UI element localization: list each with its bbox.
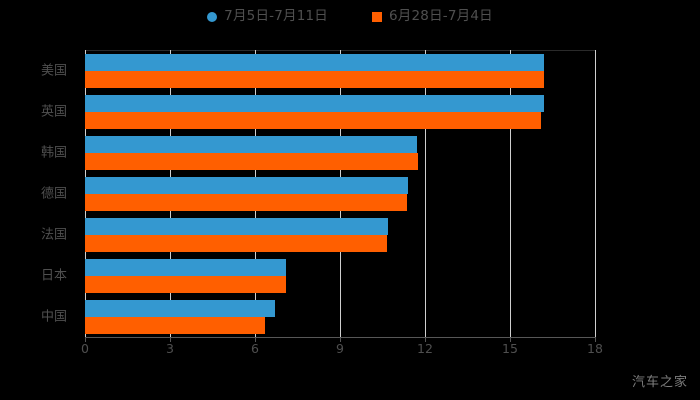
x-tick-mark	[340, 337, 341, 342]
chart-legend: 7月5日-7月11日 6月28日-7月4日	[0, 6, 700, 28]
y-axis-label: 英国	[40, 104, 67, 119]
y-axis-label: 中国	[40, 309, 67, 324]
bar[interactable]	[85, 176, 408, 194]
bar[interactable]	[85, 275, 287, 293]
x-tick-mark	[170, 337, 171, 342]
bar[interactable]	[85, 217, 389, 235]
bar[interactable]	[85, 316, 265, 334]
bar[interactable]	[85, 152, 418, 170]
legend-item-series-a[interactable]: 7月5日-7月11日	[207, 10, 328, 24]
legend-swatch-circle-icon	[207, 12, 218, 22]
x-tick-label: 6	[251, 341, 259, 356]
x-tick-label: 9	[336, 341, 344, 356]
bar[interactable]	[85, 70, 544, 88]
bar[interactable]	[85, 193, 407, 211]
x-tick-mark	[425, 337, 426, 342]
bar[interactable]	[85, 94, 544, 112]
x-tick-mark	[595, 337, 596, 342]
watermark: 汽车之家	[631, 375, 688, 390]
x-tick-label: 0	[81, 341, 89, 356]
y-axis-label: 日本	[40, 268, 67, 283]
y-axis-labels: 美国英国韩国德国法国日本中国	[0, 50, 78, 337]
bar[interactable]	[85, 111, 542, 129]
x-tick-mark	[255, 337, 256, 342]
x-tick-label: 12	[417, 341, 433, 356]
x-axis-ticks: 0 3 6 9 12 15 18	[81, 337, 603, 359]
legend-item-series-b[interactable]: 6月28日-7月4日	[372, 10, 493, 24]
x-tick-label: 15	[502, 341, 518, 356]
bar[interactable]	[85, 299, 275, 317]
bar[interactable]	[85, 258, 287, 276]
y-axis-label: 法国	[40, 227, 67, 242]
y-axis-label: 德国	[40, 186, 67, 201]
legend-swatch-square-icon	[372, 12, 382, 22]
x-tick-label: 18	[587, 341, 603, 356]
y-axis-label: 美国	[40, 63, 67, 78]
bar[interactable]	[85, 135, 417, 153]
bar[interactable]	[85, 234, 387, 252]
plot-area	[85, 50, 596, 337]
x-tick-mark	[85, 337, 86, 342]
gridline	[595, 50, 596, 337]
y-axis-label: 韩国	[40, 145, 67, 160]
bar[interactable]	[85, 53, 544, 71]
x-tick-label: 3	[166, 341, 174, 356]
legend-label-series-b: 6月28日-7月4日	[389, 8, 493, 25]
legend-label-series-a: 7月5日-7月11日	[224, 8, 328, 25]
x-tick-mark	[510, 337, 511, 342]
bars-layer	[85, 50, 595, 337]
